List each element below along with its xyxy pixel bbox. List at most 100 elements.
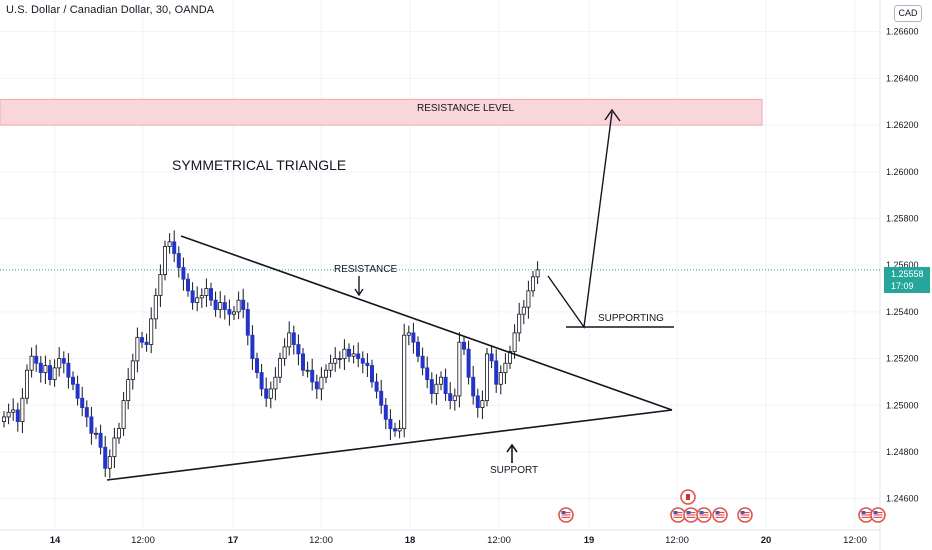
candle-bull [273, 376, 278, 390]
candle-bull [342, 348, 347, 359]
candle-bear [471, 376, 476, 397]
bar-countdown: 17:09 [891, 281, 914, 291]
resistance-arrowhead [354, 288, 364, 297]
us-flag-icon[interactable] [696, 507, 712, 523]
candle-bear [227, 309, 232, 315]
resistance-label: RESISTANCE [334, 264, 398, 275]
candle-bull [457, 341, 462, 397]
candle-bear [415, 341, 420, 357]
candle-bear [494, 360, 499, 385]
candle-bull [204, 288, 209, 296]
candle-bull [162, 246, 167, 275]
resistance-trendline[interactable] [180, 235, 673, 411]
support-trendline[interactable] [106, 409, 673, 481]
x-tick-label: 12:00 [131, 535, 155, 546]
x-tick-label: 20 [761, 535, 772, 546]
candle-bear [296, 344, 301, 355]
candle-bear [80, 397, 85, 408]
symbol-title[interactable]: U.S. Dollar / Canadian Dollar, 30, OANDA [6, 4, 215, 16]
y-tick-label: 1.25200 [886, 354, 919, 364]
candle-bear [291, 332, 296, 345]
candle-bear [48, 365, 53, 380]
candle-bull [135, 337, 140, 362]
currency-button[interactable]: CAD [894, 5, 922, 22]
last-price-tag: 1.25558 17:09 [884, 267, 930, 293]
candle-bull [24, 369, 29, 399]
y-tick-label: 1.24600 [886, 494, 919, 504]
candle-bull [535, 269, 540, 278]
resistance-level-label: RESISTANCE LEVEL [417, 103, 515, 114]
candle-bull [130, 360, 135, 380]
candle-bear [420, 355, 425, 369]
candle-bull [438, 376, 443, 385]
candle-bull [397, 428, 402, 432]
candle-bull [121, 400, 126, 430]
y-tick-label: 1.25600 [886, 260, 919, 270]
candle-bear [144, 341, 149, 345]
candle-bear [443, 376, 448, 394]
candle-bear [254, 358, 259, 373]
candle-bear [346, 348, 351, 357]
candle-bull [337, 358, 342, 360]
candle-bear [139, 337, 144, 343]
candle-bear [360, 358, 365, 364]
canada-flag-icon[interactable] [680, 489, 696, 505]
y-tick-label: 1.26000 [886, 167, 919, 177]
candle-bear [374, 381, 379, 392]
candle-bear [103, 446, 108, 469]
x-tick-label: 12:00 [487, 535, 511, 546]
candle-bear [38, 362, 43, 373]
candle-bull [406, 332, 411, 336]
candle-bear [411, 332, 416, 343]
candle-bull [218, 302, 223, 310]
y-tick-label: 1.26400 [886, 73, 919, 83]
us-flag-icon[interactable] [712, 507, 728, 523]
candle-bull [531, 276, 536, 292]
candle-bear [392, 428, 397, 432]
candle-bull [517, 313, 522, 334]
candle-bull [126, 379, 131, 401]
candle-bear [66, 362, 71, 378]
candle-bear [34, 355, 39, 364]
candle-bear [222, 302, 227, 310]
last-price-value: 1.25558 [891, 269, 924, 279]
resistance-zone[interactable] [0, 98, 763, 126]
candle-bull [112, 437, 117, 458]
y-tick-label: 1.26200 [886, 120, 919, 130]
candle-bear [356, 353, 361, 359]
candle-bull [323, 369, 328, 378]
candle-bear [365, 362, 370, 366]
candle-bull [402, 334, 407, 430]
candle-bear [241, 299, 246, 310]
candle-bull [526, 290, 531, 308]
candle-bull [319, 376, 324, 390]
candle-bear [250, 334, 255, 359]
candle-bear [461, 341, 466, 350]
candle-bear [98, 432, 103, 448]
us-flag-icon[interactable] [558, 507, 574, 523]
us-flag-icon[interactable] [737, 507, 753, 523]
candle-bull [480, 400, 485, 408]
candle-bear [245, 309, 250, 336]
us-flag-icon[interactable] [870, 507, 886, 523]
candle-bull [287, 332, 292, 348]
candle-bull [328, 362, 333, 371]
candle-bull [351, 353, 356, 357]
us-flag-icon[interactable] [670, 507, 686, 523]
candle-bear [383, 404, 388, 420]
candle-bull [29, 355, 34, 371]
candle-bull [158, 274, 163, 296]
candle-bull [277, 358, 282, 378]
candle-bear [89, 416, 94, 434]
pattern-title: SYMMETRICAL TRIANGLE [172, 157, 347, 173]
candle-bear [264, 388, 269, 399]
projection-path[interactable] [547, 111, 613, 329]
us-flag-icon[interactable] [683, 507, 699, 523]
candle-bull [268, 388, 273, 399]
candle-bear [475, 395, 480, 408]
candle-bear [190, 290, 195, 303]
candle-bull [149, 318, 154, 345]
candle-bull [107, 456, 112, 469]
candle-bull [57, 358, 62, 369]
